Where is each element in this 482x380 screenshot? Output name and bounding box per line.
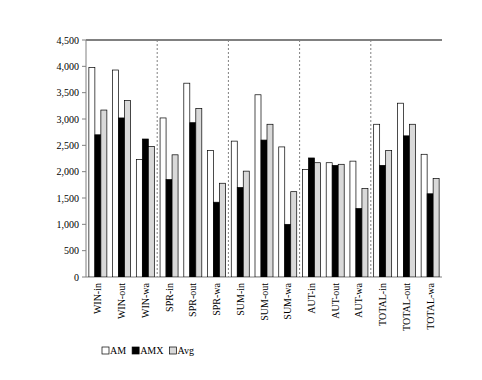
plot-top xyxy=(86,39,442,41)
y-tick xyxy=(82,119,86,120)
bar xyxy=(231,141,237,277)
chart: 0 500 1,000 1,500 2,000 2,500 3,000 3,500 4,000 4… xyxy=(0,0,482,380)
bar xyxy=(374,124,380,277)
bar xyxy=(184,83,190,277)
x-tick-label: AUT-wa xyxy=(353,282,364,317)
x-tick-label: SPR-wa xyxy=(211,282,222,315)
y-tick-label: 1,000 xyxy=(57,219,80,230)
y-tick-label: 3,500 xyxy=(57,87,80,98)
y-tick-label: 500 xyxy=(64,245,79,256)
x-tick-label: AUT-out xyxy=(330,283,341,319)
bar xyxy=(302,170,308,277)
y-tick-label: 4,000 xyxy=(57,61,80,72)
x-tick-label: WIN-out xyxy=(116,283,127,319)
y-tick xyxy=(82,171,86,172)
y-tick xyxy=(82,277,86,278)
bar xyxy=(397,103,403,277)
legend-swatch xyxy=(169,347,176,354)
x-tick-label: SUM-wa xyxy=(282,282,293,319)
bar xyxy=(338,164,344,277)
bar xyxy=(291,192,297,277)
bar xyxy=(356,209,362,277)
legend-label: Avg xyxy=(177,345,193,356)
separator xyxy=(228,40,229,277)
x-tick-label: AUT-in xyxy=(306,283,317,314)
y-tick xyxy=(82,145,86,146)
bar xyxy=(403,136,409,277)
bar xyxy=(362,189,368,277)
bar xyxy=(214,202,220,277)
bar xyxy=(421,154,427,277)
bar xyxy=(142,139,148,277)
bar xyxy=(89,67,95,277)
bar xyxy=(119,118,125,277)
x-tick-label: TOTAL-wa xyxy=(425,282,436,329)
x-tick-label: WIN-wa xyxy=(140,282,151,318)
legend-swatch xyxy=(132,347,139,354)
x-tick-label: TOTAL-in xyxy=(377,283,388,326)
y-tick xyxy=(82,40,86,41)
y-tick xyxy=(82,224,86,225)
bar xyxy=(433,179,439,277)
bar xyxy=(380,165,386,277)
legend-label: AM xyxy=(110,345,126,356)
bar xyxy=(166,180,172,277)
y-tick-label: 2,500 xyxy=(57,140,80,151)
bar xyxy=(136,160,142,277)
bar xyxy=(101,110,107,277)
bar xyxy=(113,70,119,277)
bar xyxy=(237,187,243,277)
bar xyxy=(261,140,267,277)
bar xyxy=(314,163,320,277)
bar xyxy=(427,194,433,277)
bar xyxy=(95,135,101,277)
bar xyxy=(332,165,338,277)
y-tick-label: 0 xyxy=(74,272,79,283)
bar xyxy=(267,124,273,277)
bar xyxy=(196,108,202,277)
x-tick-label: SPR-in xyxy=(164,283,175,312)
bar xyxy=(308,158,314,277)
separator xyxy=(299,40,300,277)
bar xyxy=(160,118,166,277)
y-tick-label: 4,500 xyxy=(57,35,80,46)
y-tick xyxy=(82,92,86,93)
y-tick xyxy=(82,66,86,67)
bar xyxy=(279,147,285,277)
bar xyxy=(125,101,131,277)
y-tick-label: 2,000 xyxy=(57,166,80,177)
x-tick-label: SPR-out xyxy=(187,283,198,317)
bar xyxy=(350,161,356,277)
bar xyxy=(409,124,415,277)
legend-label: AMX xyxy=(140,345,164,356)
bar xyxy=(220,183,226,277)
y-tick-label: 1,500 xyxy=(57,193,80,204)
legend-swatch xyxy=(102,347,109,354)
bar xyxy=(243,171,249,277)
bar xyxy=(148,146,154,277)
bar xyxy=(285,224,291,277)
bar xyxy=(326,163,332,277)
x-tick-label: SUM-in xyxy=(235,283,246,316)
separator xyxy=(370,40,371,277)
x-tick-label: TOTAL-out xyxy=(401,283,412,331)
y-tick xyxy=(82,198,86,199)
x-tick-label: WIN-in xyxy=(92,283,103,314)
y-tick-label: 3,000 xyxy=(57,114,80,125)
bar xyxy=(208,151,214,277)
bar xyxy=(386,151,392,277)
bars xyxy=(89,67,439,277)
bar xyxy=(255,95,261,277)
bar xyxy=(172,155,178,277)
bar xyxy=(190,123,196,277)
y-axis xyxy=(86,40,87,277)
y-tick xyxy=(82,250,86,251)
x-tick-label: SUM-out xyxy=(259,283,270,321)
separator xyxy=(157,40,158,277)
